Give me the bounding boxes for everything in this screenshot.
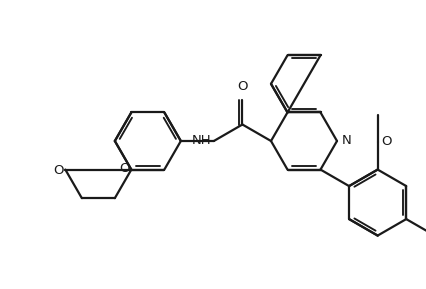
Text: O: O (53, 164, 63, 177)
Text: O: O (119, 162, 130, 175)
Text: N: N (342, 134, 352, 147)
Text: NH: NH (192, 134, 212, 147)
Text: O: O (382, 135, 392, 148)
Text: O: O (237, 80, 248, 93)
